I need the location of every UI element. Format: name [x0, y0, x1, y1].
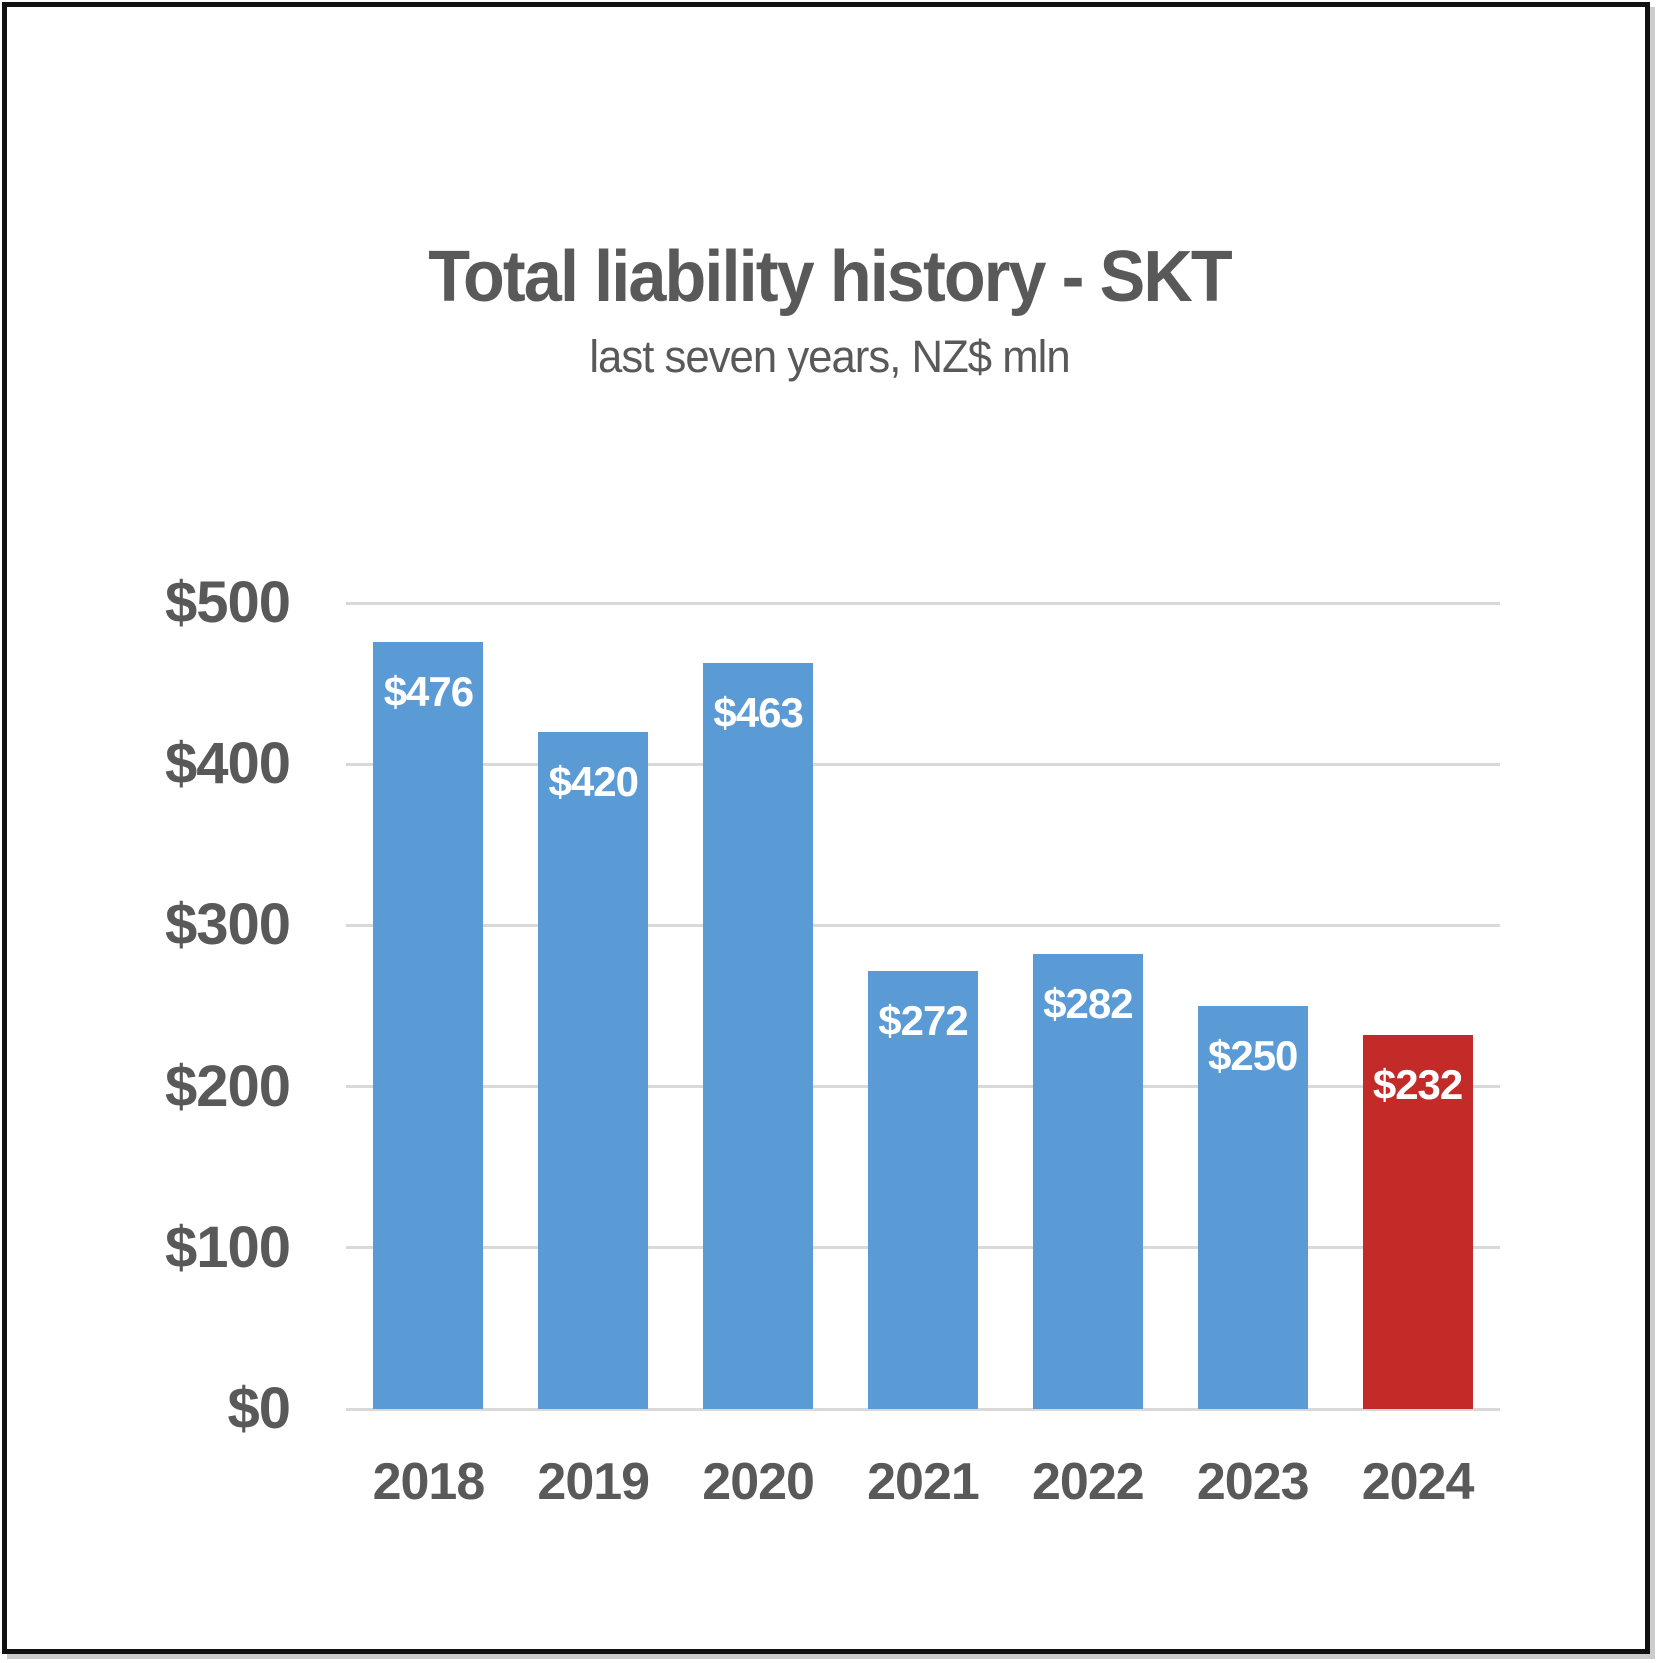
- y-tick-label-200: $200: [164, 1053, 291, 1119]
- bar-value-label-2024: $232: [1372, 1061, 1463, 1109]
- gridline-500: [346, 601, 1500, 605]
- bar-slot-2023: $250 2023: [1170, 603, 1335, 1508]
- y-tick-label-400: $400: [164, 731, 291, 797]
- y-tick-label-300: $300: [164, 892, 291, 958]
- bar-slot-2024: $232 2024: [1335, 603, 1500, 1508]
- gridline-0: [346, 1407, 1500, 1411]
- chart-title: Total liability history - SKT: [428, 237, 1232, 317]
- bar-2023: $250: [1197, 1006, 1308, 1409]
- bar-2024: $232: [1362, 1035, 1473, 1409]
- bar-2022: $282: [1032, 954, 1143, 1409]
- chart-subtitle: last seven years, NZ$ mln: [589, 331, 1070, 382]
- bar-2020: $463: [703, 662, 814, 1409]
- x-tick-label-2024: 2024: [1361, 1453, 1475, 1511]
- y-tick-label-0: $0: [227, 1376, 291, 1441]
- y-tick-label-100: $100: [164, 1214, 291, 1280]
- bar-2018: $476: [373, 641, 484, 1409]
- x-tick-label-2021: 2021: [867, 1453, 980, 1511]
- x-tick-label-2023: 2023: [1196, 1453, 1310, 1511]
- bar-value-label-2022: $282: [1043, 980, 1133, 1028]
- y-tick-label-500: $500: [164, 570, 291, 635]
- bar-value-label-2023: $250: [1207, 1032, 1298, 1079]
- bar-slot-2022: $282 2022: [1005, 603, 1170, 1508]
- bar-slot-2018: $476 2018: [346, 603, 511, 1508]
- bar-slot-2020: $463 2020: [676, 603, 841, 1508]
- bar-slot-2021: $272 2021: [841, 603, 1006, 1508]
- gridline-300: [346, 923, 1500, 927]
- plot-area: $0 $100 $200 $300 $400 $500 $476 2018 $420 2019 $…: [165, 572, 1500, 1508]
- bar-value-label-2020: $463: [713, 688, 803, 736]
- bar-value-label-2021: $272: [878, 996, 968, 1044]
- bar-2019: $420: [538, 731, 649, 1409]
- x-tick-label-2018: 2018: [372, 1453, 486, 1511]
- gridline-400: [346, 762, 1500, 766]
- x-tick-label-2019: 2019: [537, 1453, 650, 1511]
- bar-slot-2019: $420 2019: [511, 603, 676, 1508]
- bar-value-label-2018: $476: [383, 667, 474, 715]
- bar-value-label-2019: $420: [548, 757, 639, 805]
- x-tick-label-2020: 2020: [702, 1453, 815, 1511]
- bar-2021: $272: [867, 970, 978, 1409]
- x-tick-label-2022: 2022: [1032, 1453, 1145, 1511]
